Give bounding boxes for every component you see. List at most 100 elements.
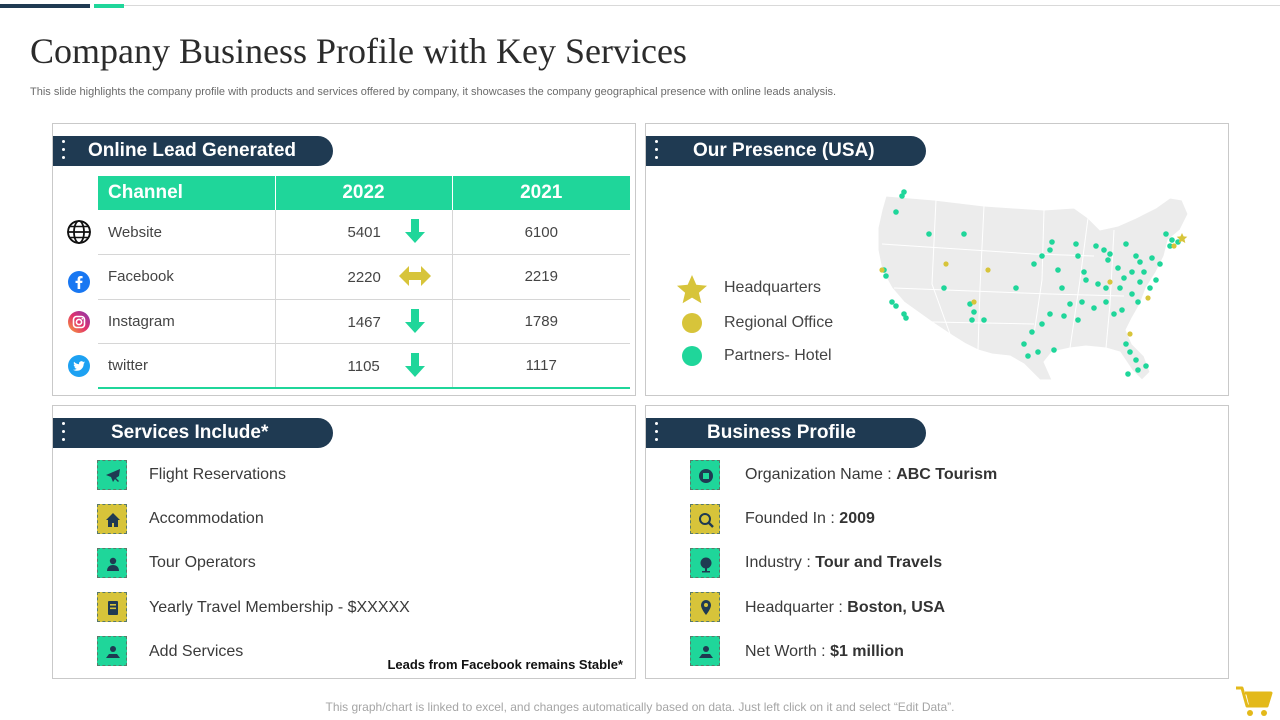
partner-hotel-marker (1075, 253, 1081, 259)
partner-hotel-marker (981, 317, 987, 323)
partner-hotel-marker (1111, 311, 1117, 317)
partner-hotel-marker (1137, 259, 1143, 265)
partner-hotel-marker (1031, 261, 1037, 267)
partner-hotel-marker (1093, 243, 1099, 249)
airplane-icon (97, 460, 127, 490)
profile-item-founded: Founded In : 2009 (745, 510, 875, 528)
globe-icon (67, 220, 91, 244)
partner-hotel-marker (1081, 269, 1087, 275)
partner-hotel-marker (1133, 253, 1139, 259)
service-item: Accommodation (149, 510, 264, 527)
partner-hotel-marker (1051, 347, 1057, 353)
footer-note: This graph/chart is linked to excel, and… (325, 700, 955, 714)
partner-hotel-marker (1095, 281, 1101, 287)
arrow-down-icon (404, 308, 425, 333)
column-header-2022: 2022 (275, 176, 453, 210)
value-2021-cell: 2219 (452, 254, 630, 300)
partner-hotel-marker (1157, 261, 1163, 267)
profile-label: Net Worth : (745, 643, 831, 660)
partner-hotel-marker (1135, 299, 1141, 305)
partner-hotel-marker (1075, 317, 1081, 323)
column-header-2021: 2021 (452, 176, 630, 210)
channel-cell: Facebook (98, 254, 276, 300)
partner-hotel-marker (1013, 285, 1019, 291)
regional-office-marker (985, 267, 991, 273)
legend-label: Headquarters (724, 279, 821, 296)
partner-hotel-marker (901, 311, 907, 317)
partner-hotel-marker (1021, 341, 1027, 347)
regional-office-marker (1127, 331, 1133, 337)
leads-table: Channel 2022 2021 Website 5401 6100 Face… (98, 176, 630, 389)
partner-hotel-marker (1153, 277, 1159, 283)
top-divider (124, 5, 1280, 6)
channel-cell: twitter (98, 343, 276, 389)
partner-hotel-marker (1167, 243, 1173, 249)
legend-label: Regional Office (724, 314, 834, 331)
partner-hotel-marker (926, 231, 932, 237)
leads-table-header: Channel 2022 2021 (98, 176, 630, 210)
channel-cell: Instagram (98, 299, 276, 344)
partner-hotel-marker (941, 285, 947, 291)
presence-heading-pill: Our Presence (USA) (646, 136, 926, 166)
business-profile-heading-pill: Business Profile (646, 418, 926, 448)
partner-hotel-marker (1135, 367, 1141, 373)
globe-icon (690, 548, 720, 578)
search-icon (690, 504, 720, 534)
dots-icon (655, 422, 659, 446)
arrow-down-icon (404, 353, 425, 377)
partner-hotel-marker (1103, 299, 1109, 305)
service-item: Tour Operators (149, 554, 256, 571)
regional-office-marker (971, 299, 977, 305)
instagram-icon (68, 311, 90, 333)
state-borders (881, 199, 1125, 351)
map-pin-icon (690, 592, 720, 622)
partner-hotel-marker (1129, 291, 1135, 297)
facebook-stable-note: Leads from Facebook remains Stable* (387, 657, 623, 672)
dots-icon (655, 140, 659, 164)
money-icon (690, 636, 720, 666)
column-header-channel: Channel (98, 176, 276, 210)
facebook-icon (68, 271, 90, 293)
partner-hotel-marker (1143, 363, 1149, 369)
value-2022: 5401 (347, 224, 381, 241)
arrow-left-right-icon (398, 266, 431, 286)
value-2022-cell: 5401 (275, 210, 453, 255)
add-service-icon (97, 636, 127, 666)
partner-hotel-marker (1105, 257, 1111, 263)
partner-hotel-marker (1049, 239, 1055, 245)
dots-icon (62, 422, 66, 446)
partner-hotel-marker (1123, 241, 1129, 247)
membership-card-icon (97, 592, 127, 622)
value-2022: 2220 (347, 269, 381, 286)
profile-label: Founded In : (745, 510, 840, 527)
partner-hotel-marker (1115, 265, 1121, 271)
value-2022-cell: 1105 (275, 343, 453, 389)
presence-heading: Our Presence (USA) (693, 140, 875, 161)
usa-map-shape (877, 195, 1189, 381)
partner-hotel-marker (1061, 313, 1067, 319)
value-2021-cell: 6100 (452, 210, 630, 255)
profile-value: ABC Tourism (896, 466, 998, 483)
regional-office-marker (879, 267, 885, 273)
value-2022-cell: 2220 (275, 254, 453, 300)
star-icon (677, 275, 707, 304)
online-leads-panel: Online Lead Generated Channel 2022 2021 (52, 123, 636, 396)
partner-hotel-marker (1127, 349, 1133, 355)
presence-panel: Our Presence (USA) Headquarters Regional… (645, 123, 1229, 396)
top-accent-bar-green (94, 4, 124, 8)
business-profile-heading: Business Profile (707, 422, 856, 443)
partner-hotel-marker (1035, 349, 1041, 355)
circle-icon (682, 313, 702, 333)
partner-hotel-marker (1125, 371, 1131, 377)
partner-hotel-marker (1083, 277, 1089, 283)
value-2021-cell: 1117 (452, 343, 630, 389)
profile-value: Tour and Travels (815, 554, 943, 571)
partner-hotel-marker (971, 309, 977, 315)
partner-hotel-marker (1039, 321, 1045, 327)
service-item: Add Services (149, 643, 244, 660)
shopping-cart-icon[interactable] (1234, 684, 1274, 718)
partner-hotel-marker (1169, 237, 1175, 243)
partner-hotel-marker (1117, 285, 1123, 291)
regional-office-marker (1107, 279, 1113, 285)
partner-hotel-marker (1091, 305, 1097, 311)
